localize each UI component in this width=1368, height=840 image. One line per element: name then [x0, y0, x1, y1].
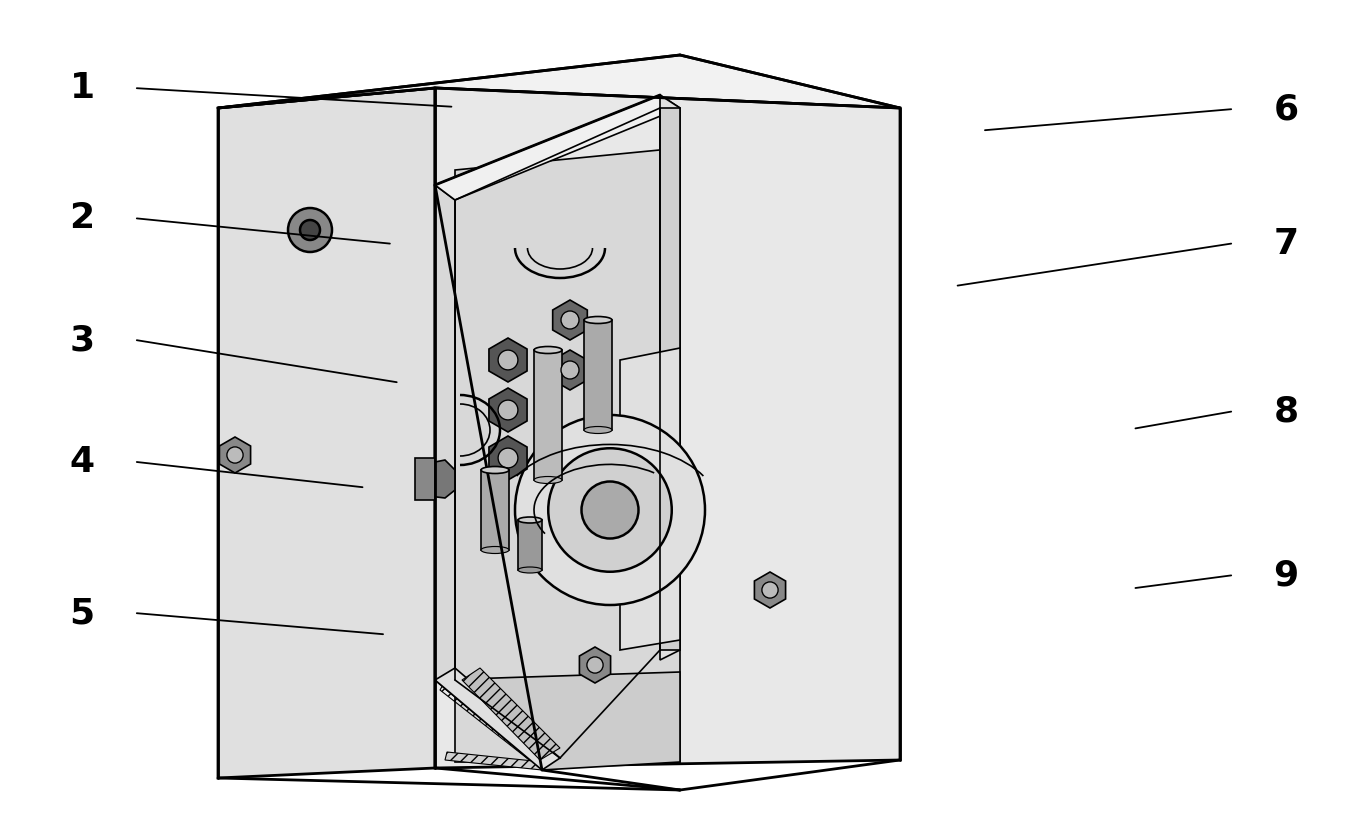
- Polygon shape: [218, 88, 435, 778]
- Polygon shape: [435, 88, 900, 768]
- Polygon shape: [754, 572, 785, 608]
- Polygon shape: [435, 668, 560, 770]
- Text: 1: 1: [70, 71, 94, 105]
- Circle shape: [227, 447, 244, 463]
- Circle shape: [300, 220, 320, 240]
- Text: 7: 7: [1274, 227, 1298, 260]
- Polygon shape: [482, 470, 509, 550]
- Circle shape: [561, 361, 579, 379]
- Text: 2: 2: [70, 202, 94, 235]
- Polygon shape: [456, 148, 680, 762]
- Polygon shape: [415, 458, 435, 500]
- Polygon shape: [445, 752, 543, 770]
- Circle shape: [498, 350, 518, 370]
- Circle shape: [587, 657, 603, 673]
- Polygon shape: [218, 55, 900, 108]
- Ellipse shape: [534, 476, 562, 484]
- Polygon shape: [435, 185, 456, 680]
- Circle shape: [498, 448, 518, 468]
- Polygon shape: [584, 320, 611, 430]
- Polygon shape: [518, 520, 542, 570]
- Ellipse shape: [534, 347, 562, 354]
- Ellipse shape: [482, 466, 509, 474]
- Text: 5: 5: [70, 596, 94, 630]
- Polygon shape: [553, 300, 587, 340]
- Ellipse shape: [584, 427, 611, 433]
- Polygon shape: [553, 350, 587, 390]
- Polygon shape: [620, 348, 680, 650]
- Polygon shape: [659, 95, 680, 660]
- Circle shape: [549, 449, 672, 572]
- Ellipse shape: [518, 517, 542, 523]
- Polygon shape: [580, 647, 610, 683]
- Text: 8: 8: [1274, 395, 1298, 428]
- Text: 9: 9: [1274, 559, 1298, 592]
- Circle shape: [514, 415, 705, 605]
- Polygon shape: [534, 350, 562, 480]
- Polygon shape: [435, 672, 680, 770]
- Circle shape: [762, 582, 778, 598]
- Circle shape: [581, 481, 639, 538]
- Text: 3: 3: [70, 323, 94, 357]
- Ellipse shape: [518, 567, 542, 573]
- Polygon shape: [488, 338, 527, 382]
- Text: 6: 6: [1274, 92, 1298, 126]
- Circle shape: [289, 208, 332, 252]
- Polygon shape: [488, 388, 527, 432]
- Polygon shape: [219, 437, 250, 473]
- Polygon shape: [462, 668, 560, 760]
- Polygon shape: [435, 95, 680, 200]
- Polygon shape: [659, 108, 680, 650]
- Circle shape: [498, 400, 518, 420]
- Circle shape: [561, 311, 579, 329]
- Polygon shape: [420, 460, 456, 498]
- Polygon shape: [488, 436, 527, 480]
- Ellipse shape: [482, 547, 509, 554]
- Text: 4: 4: [70, 445, 94, 479]
- Ellipse shape: [584, 317, 611, 323]
